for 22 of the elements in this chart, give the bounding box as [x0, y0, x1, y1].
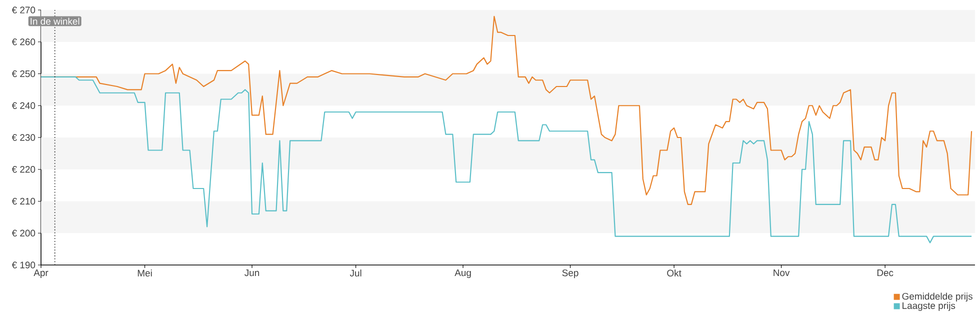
- y-tick-label: € 220: [12, 166, 36, 173]
- y-tick-label: € 250: [12, 70, 36, 78]
- x-tick-label: Sep: [562, 270, 578, 278]
- y-tick-label: € 260: [12, 38, 36, 46]
- y-tick-label: € 270: [12, 6, 36, 14]
- y-tick-label: € 200: [12, 230, 36, 236]
- ref-line-label: In de winkel: [30, 18, 80, 25]
- legend-label: Laagste prijs: [902, 302, 956, 311]
- x-tick-label: Jul: [350, 270, 362, 276]
- x-tick-label: Apr: [34, 270, 48, 278]
- x-tick-label: Nov: [774, 270, 790, 276]
- x-tick-label: Aug: [454, 270, 471, 278]
- y-tick-label: € 190: [12, 262, 36, 268]
- y-tick-label: € 230: [12, 134, 36, 141]
- legend-label: Gemiddelde prijs: [902, 292, 972, 302]
- y-tick-label: € 210: [12, 198, 36, 205]
- x-tick-label: Mei: [138, 270, 152, 276]
- x-tick-label: Okt: [667, 270, 682, 276]
- x-tick-label: Dec: [877, 270, 894, 276]
- line-series: [40, 76, 972, 244]
- y-tick-label: € 240: [12, 102, 36, 109]
- x-tick-label: Jun: [244, 270, 260, 276]
